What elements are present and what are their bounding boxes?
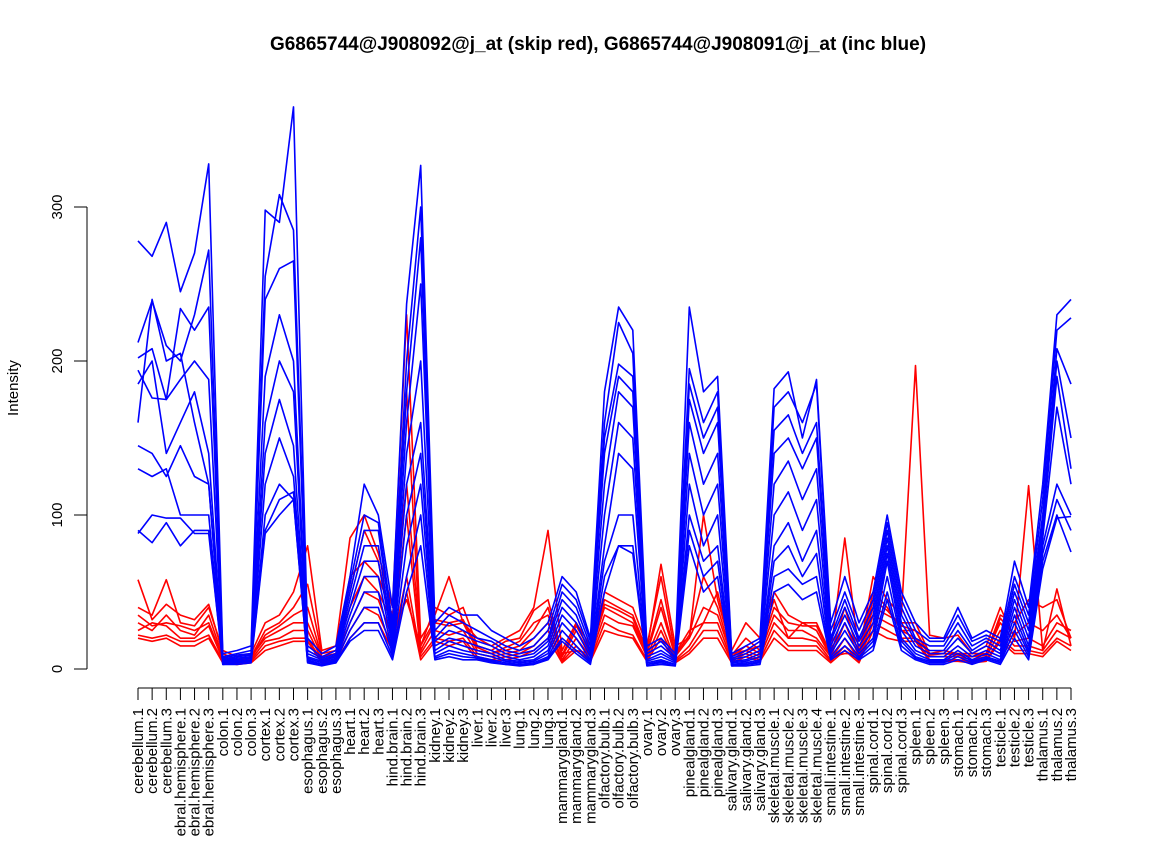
x-tick-label: salivary.gland.3 xyxy=(752,708,769,811)
x-tick-label: mammarygland.3 xyxy=(582,708,599,824)
x-tick-label: olfactory.bulb.3 xyxy=(625,708,642,809)
x-tick-label: liver.3 xyxy=(498,708,515,747)
x-tick-label: lung.3 xyxy=(540,708,557,749)
x-tick-label: heart.2 xyxy=(356,708,373,755)
x-tick-label: skeletal.muscle.4 xyxy=(809,708,826,823)
x-tick-label: esophagus.1 xyxy=(300,708,317,794)
x-tick-label: skeletal.muscle.3 xyxy=(794,708,811,823)
x-tick-label: testicle.2 xyxy=(1006,708,1023,767)
x-tick-label: ovary.3 xyxy=(667,708,684,756)
x-tick-label: liver.2 xyxy=(483,708,500,747)
x-tick-label: pinealgland.2 xyxy=(695,708,712,797)
x-tick-label: cortex.2 xyxy=(271,708,288,761)
x-tick-label: ovary.1 xyxy=(639,708,656,756)
x-tick-label: heart.3 xyxy=(370,708,387,755)
x-axis: cerebellum.1cerebellum.2cerebellum.3ebra… xyxy=(130,687,1080,836)
x-tick-label: thalamus.3 xyxy=(1063,708,1080,781)
x-tick-label: thalamus.1 xyxy=(1035,708,1052,781)
x-tick-label: olfactory.bulb.2 xyxy=(611,708,628,809)
x-tick-label: ovary.2 xyxy=(653,708,670,756)
series-layer xyxy=(137,106,1072,667)
x-tick-label: spleen.2 xyxy=(922,708,939,765)
x-tick-label: hind.brain.2 xyxy=(399,708,416,786)
x-tick-label: stomach.2 xyxy=(964,708,981,777)
x-tick-label: small.intestine.1 xyxy=(823,708,840,816)
x-tick-label: kidney.1 xyxy=(427,708,444,763)
x-tick-label: mammarygland.2 xyxy=(568,708,585,824)
x-tick-label: kidney.3 xyxy=(455,708,472,763)
x-tick-label: colon.1 xyxy=(215,708,232,756)
series-line-inc xyxy=(137,298,1072,664)
x-tick-label: colon.3 xyxy=(243,708,260,756)
y-axis: 0 100 200 300 xyxy=(49,194,88,673)
series-line-inc xyxy=(137,437,1072,666)
series-line-inc xyxy=(137,237,1072,660)
series-line-inc xyxy=(137,106,1072,655)
series-line-inc xyxy=(137,498,1072,667)
y-tick-label: 200 xyxy=(49,348,66,373)
x-tick-label: hind.brain.3 xyxy=(413,708,430,786)
series-line-inc xyxy=(137,193,1072,658)
y-axis-label: Intensity xyxy=(5,360,22,416)
chart-title: G6865744@J908092@j_at (skip red), G68657… xyxy=(270,34,926,55)
series-line-inc xyxy=(137,491,1072,667)
x-tick-label: mammarygland.1 xyxy=(554,708,571,824)
x-tick-label: stomach.3 xyxy=(978,708,995,777)
x-tick-label: pinealgland.3 xyxy=(710,708,727,797)
x-tick-label: cortex.1 xyxy=(257,708,274,761)
x-tick-label: thalamus.2 xyxy=(1049,708,1066,781)
x-tick-label: salivary.gland.1 xyxy=(724,708,741,811)
x-tick-label: small.intestine.2 xyxy=(837,708,854,816)
x-tick-label: spinal.cord.1 xyxy=(865,708,882,793)
y-tick-label: 100 xyxy=(49,502,66,527)
x-tick-label: cerebellum.2 xyxy=(144,708,161,794)
x-tick-label: kidney.2 xyxy=(441,708,458,763)
series-line-skip xyxy=(137,313,1072,658)
x-tick-label: skeletal.muscle.1 xyxy=(766,708,783,823)
y-tick-label: 0 xyxy=(49,665,66,673)
x-tick-label: skeletal.muscle.2 xyxy=(780,708,797,823)
x-tick-label: salivary.gland.2 xyxy=(738,708,755,811)
series-line-inc xyxy=(137,283,1072,661)
x-tick-label: olfactory.bulb.1 xyxy=(597,708,614,809)
x-tick-label: esophagus.3 xyxy=(328,708,345,794)
x-tick-label: ebral.hemisphere.2 xyxy=(187,708,204,836)
y-tick-label: 300 xyxy=(49,194,66,219)
x-tick-label: small.intestine.3 xyxy=(851,708,868,816)
x-tick-label: spinal.cord.3 xyxy=(893,708,910,793)
x-tick-label: testicle.3 xyxy=(1021,708,1038,767)
x-tick-label: stomach.1 xyxy=(950,708,967,777)
x-tick-label: cerebellum.1 xyxy=(130,708,147,794)
x-tick-label: ebral.hemisphere.3 xyxy=(201,708,218,836)
x-tick-label: lung.1 xyxy=(512,708,529,749)
x-tick-label: hind.brain.1 xyxy=(384,708,401,786)
x-tick-label: spinal.cord.2 xyxy=(879,708,896,793)
x-tick-label: spleen.1 xyxy=(908,708,925,765)
x-tick-label: spleen.3 xyxy=(936,708,953,765)
x-tick-label: pinealgland.1 xyxy=(681,708,698,797)
x-tick-label: cortex.3 xyxy=(286,708,303,761)
series-line-inc xyxy=(137,360,1072,663)
x-tick-label: esophagus.2 xyxy=(314,708,331,794)
x-tick-label: cerebellum.3 xyxy=(158,708,175,794)
x-tick-label: ebral.hemisphere.1 xyxy=(172,708,189,836)
x-tick-label: liver.1 xyxy=(469,708,486,747)
x-tick-label: testicle.1 xyxy=(992,708,1009,767)
x-tick-label: heart.1 xyxy=(342,708,359,755)
x-tick-label: colon.2 xyxy=(229,708,246,756)
x-tick-label: lung.2 xyxy=(526,708,543,749)
